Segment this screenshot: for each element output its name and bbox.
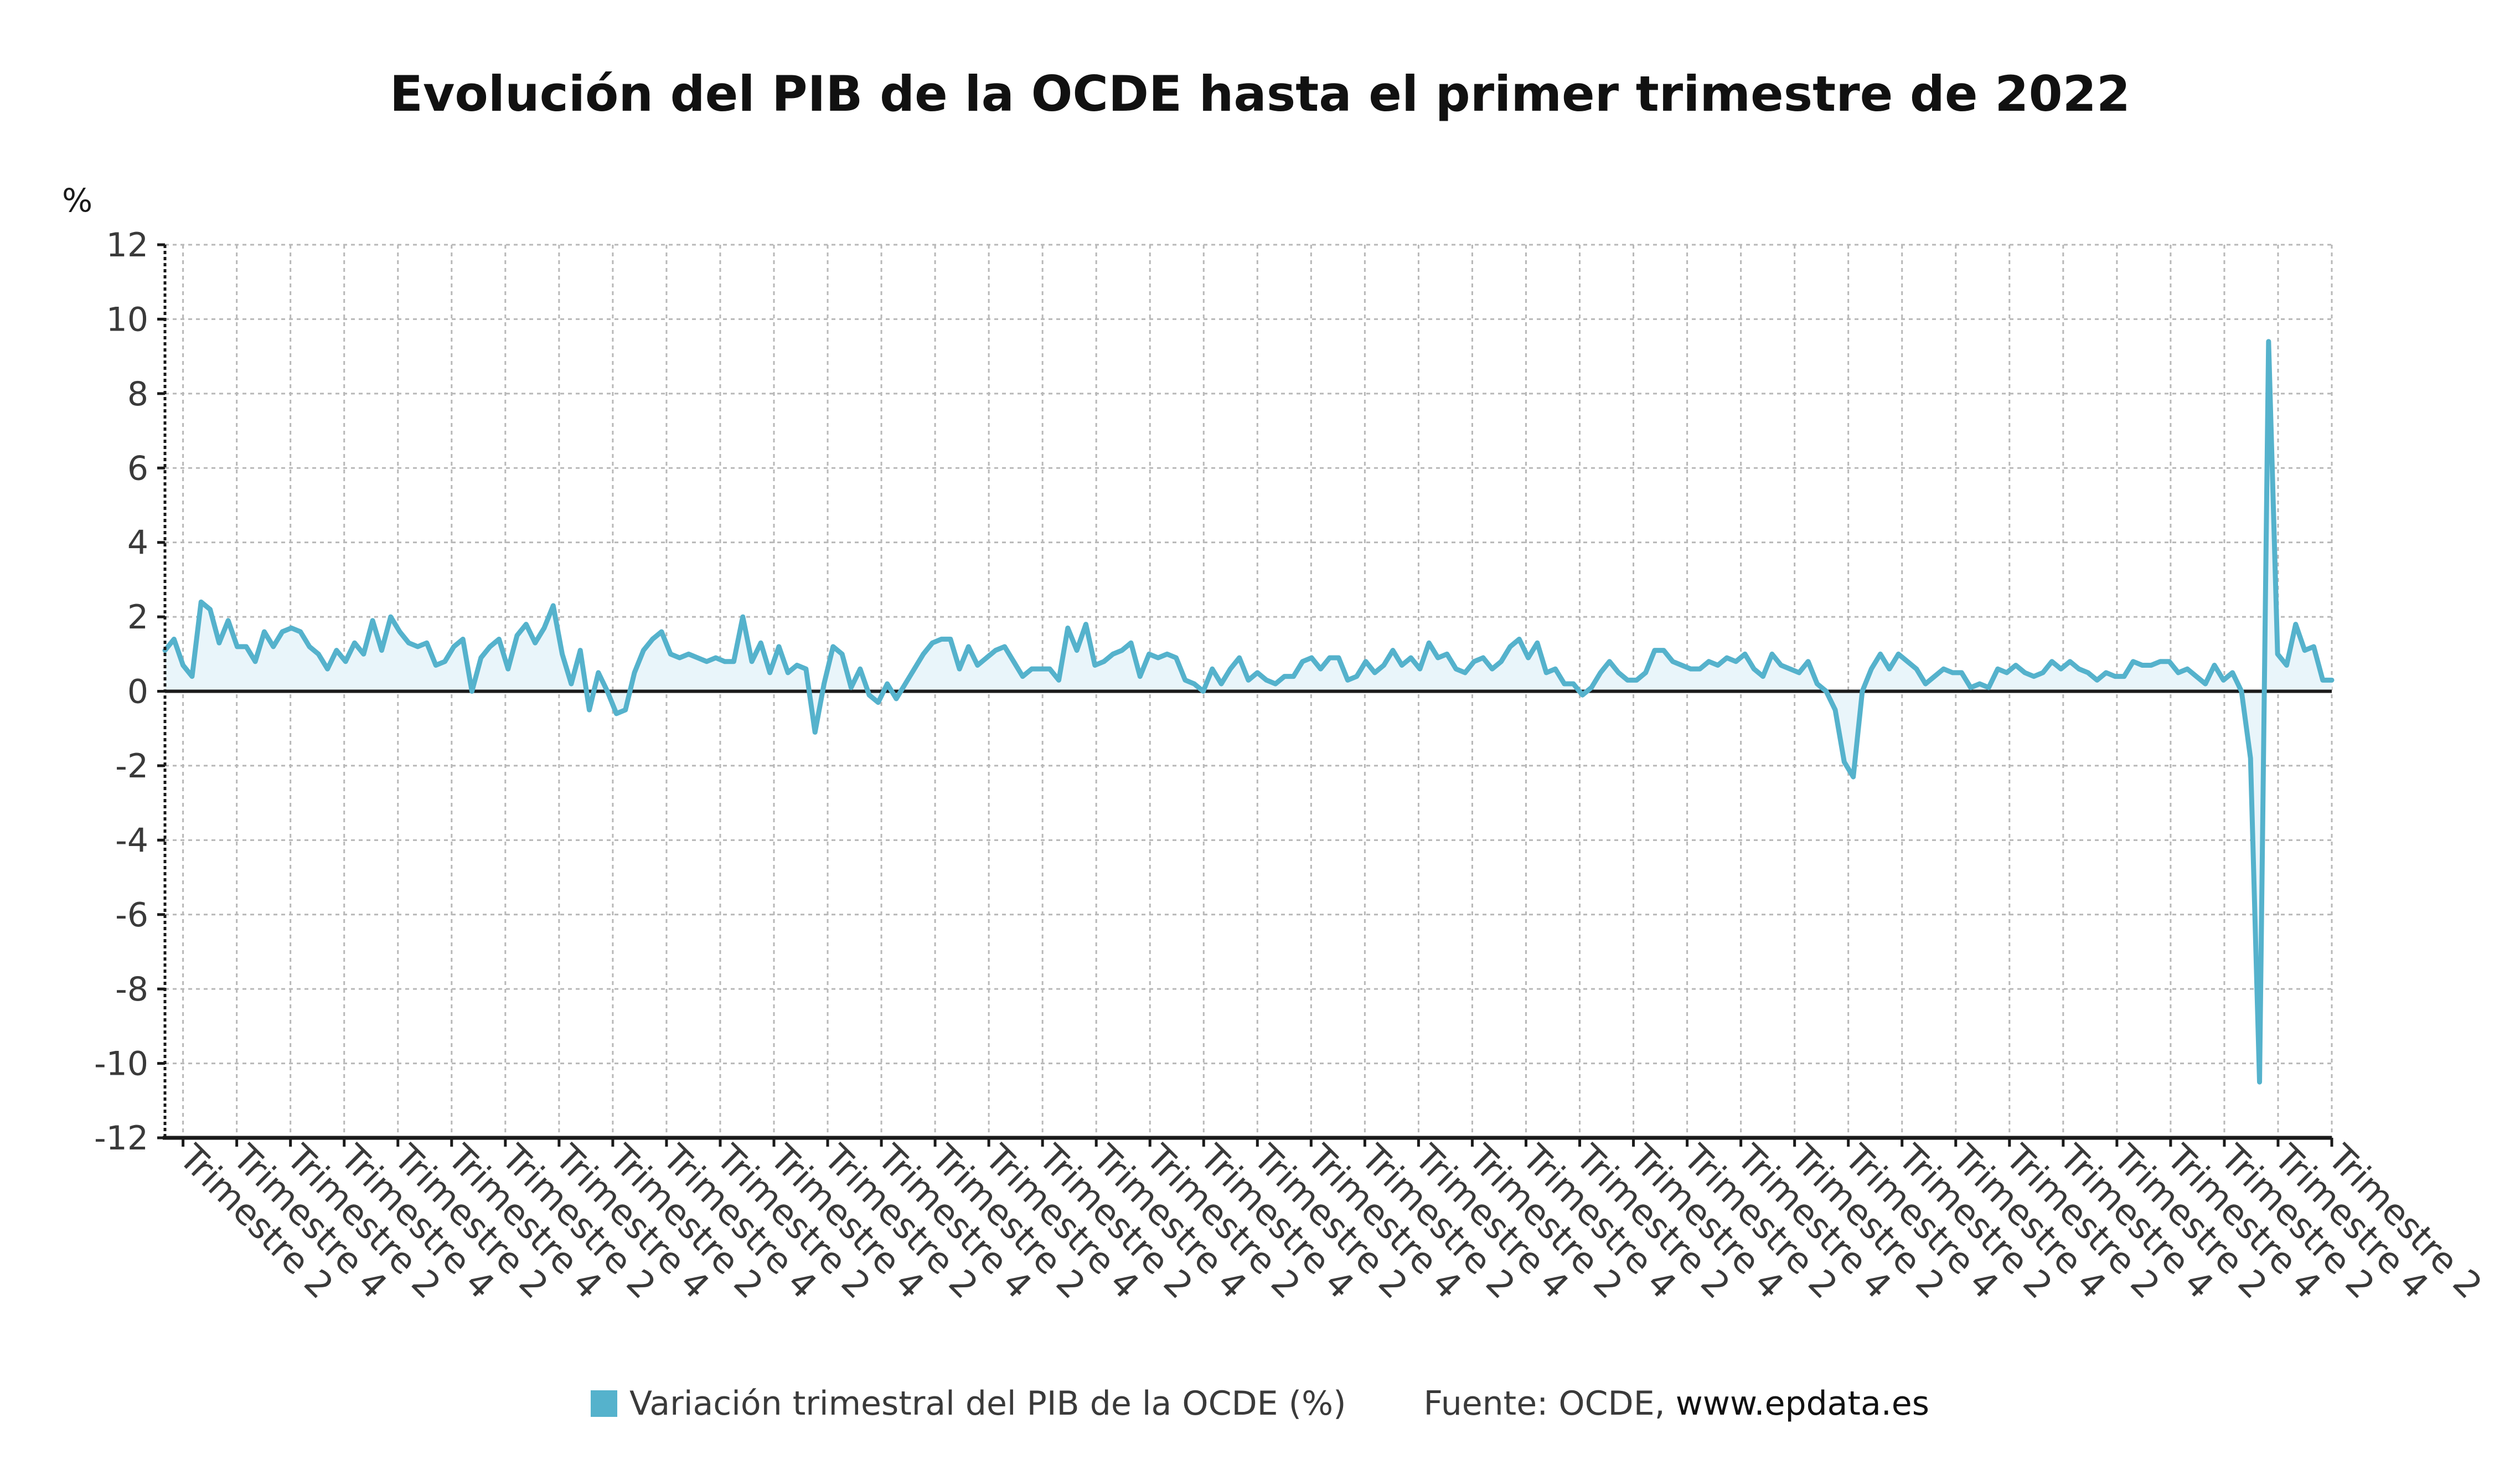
- data-point: [1293, 676, 1294, 677]
- y-tick-label: 10: [106, 300, 148, 339]
- data-point: [706, 661, 707, 662]
- data-point: [2006, 672, 2007, 673]
- data-point: [1808, 661, 1809, 662]
- gridlines: [165, 244, 2333, 1139]
- data-point: [255, 661, 256, 662]
- series-area: [165, 341, 2332, 1082]
- axes: [157, 243, 2333, 1147]
- y-tick-label: 4: [127, 524, 148, 563]
- data-point: [2033, 676, 2034, 677]
- data-point: [2232, 672, 2233, 673]
- data-point: [616, 713, 617, 714]
- data-point: [1609, 661, 1610, 662]
- data-point: [634, 672, 635, 673]
- series-line-group: [162, 339, 2335, 1085]
- data-point: [2196, 676, 2197, 677]
- data-point: [1013, 661, 1014, 662]
- data-point: [1934, 676, 1935, 677]
- source-prefix: Fuente: OCDE,: [1423, 1384, 1676, 1423]
- data-point: [2241, 691, 2242, 692]
- data-point: [2250, 758, 2251, 759]
- data-point: [228, 620, 229, 621]
- data-point: [1618, 672, 1619, 673]
- data-point: [345, 661, 346, 662]
- data-point: [941, 639, 942, 640]
- data-point: [2160, 661, 2161, 662]
- data-point: [1672, 661, 1673, 662]
- data-point: [417, 646, 418, 647]
- source-site-link[interactable]: www.epdata.es: [1675, 1384, 1929, 1423]
- data-point: [1546, 672, 1547, 673]
- y-axis-unit-label: %: [62, 182, 92, 219]
- data-point: [778, 646, 779, 647]
- data-point: [517, 635, 518, 636]
- data-point: [878, 702, 879, 703]
- data-point: [1392, 650, 1393, 651]
- legend-swatch: [591, 1390, 617, 1417]
- y-tick-label: -4: [115, 821, 148, 860]
- data-point: [1681, 665, 1682, 666]
- series-line: [162, 339, 2335, 1085]
- data-point: [1356, 676, 1357, 677]
- data-point: [2286, 665, 2287, 666]
- data-point: [264, 631, 265, 632]
- data-point: [1970, 687, 1971, 688]
- data-point: [977, 665, 978, 666]
- data-point: [1708, 661, 1709, 662]
- series-area-fill: [165, 341, 2332, 1082]
- y-tick-label: 12: [106, 226, 148, 265]
- data-point: [995, 650, 996, 651]
- data-point: [165, 650, 166, 651]
- y-tick-label: -12: [94, 1119, 148, 1158]
- data-point: [1600, 672, 1601, 673]
- data-point: [1907, 661, 1908, 662]
- data-point: [607, 691, 608, 692]
- data-point: [2295, 624, 2296, 625]
- data-point: [968, 646, 969, 647]
- data-point: [1645, 672, 1646, 673]
- y-tick-label: 2: [127, 598, 148, 637]
- y-tick-labels: 12 10 8 6 4 2 0 -2 -4 -6 -8 -10 -12: [94, 226, 148, 1158]
- data-point: [2169, 661, 2170, 662]
- data-point: [453, 646, 454, 647]
- y-tick-label: -10: [94, 1045, 148, 1084]
- data-point: [1654, 650, 1655, 651]
- y-tick-label: -2: [115, 747, 148, 786]
- data-point: [1257, 672, 1258, 673]
- data-point: [336, 650, 337, 651]
- data-point: [643, 650, 644, 651]
- y-tick-label: 0: [127, 673, 148, 711]
- y-tick-label: -8: [115, 970, 148, 1009]
- data-point: [950, 639, 951, 640]
- data-point: [1284, 676, 1285, 677]
- data-point: [652, 639, 653, 640]
- data-point: [1591, 687, 1592, 688]
- data-point: [553, 605, 554, 606]
- data-point: [2268, 341, 2269, 342]
- data-points: [165, 341, 2332, 1082]
- legend-series-label: Variación trimestral del PIB de la OCDE …: [629, 1384, 1346, 1423]
- data-point: [661, 631, 662, 632]
- data-point: [1519, 639, 1520, 640]
- data-point: [1302, 661, 1303, 662]
- legend: Variación trimestral del PIB de la OCDE …: [0, 1384, 2520, 1423]
- data-point: [1203, 691, 1204, 692]
- data-point: [300, 631, 301, 632]
- data-point: [580, 650, 581, 651]
- data-point: [1961, 672, 1962, 673]
- y-tick-label: 6: [127, 449, 148, 488]
- data-point: [1004, 646, 1005, 647]
- data-point: [1094, 665, 1095, 666]
- data-point: [1383, 665, 1384, 666]
- chart-title: Evolución del PIB de la OCDE hasta el pr…: [389, 65, 2131, 122]
- data-point: [381, 650, 382, 651]
- data-point: [2133, 661, 2134, 662]
- data-point: [282, 631, 283, 632]
- y-tick-label: -6: [115, 896, 148, 935]
- source-note: Fuente: OCDE, www.epdata.es: [1423, 1384, 1929, 1423]
- y-tick-label: 8: [127, 375, 148, 414]
